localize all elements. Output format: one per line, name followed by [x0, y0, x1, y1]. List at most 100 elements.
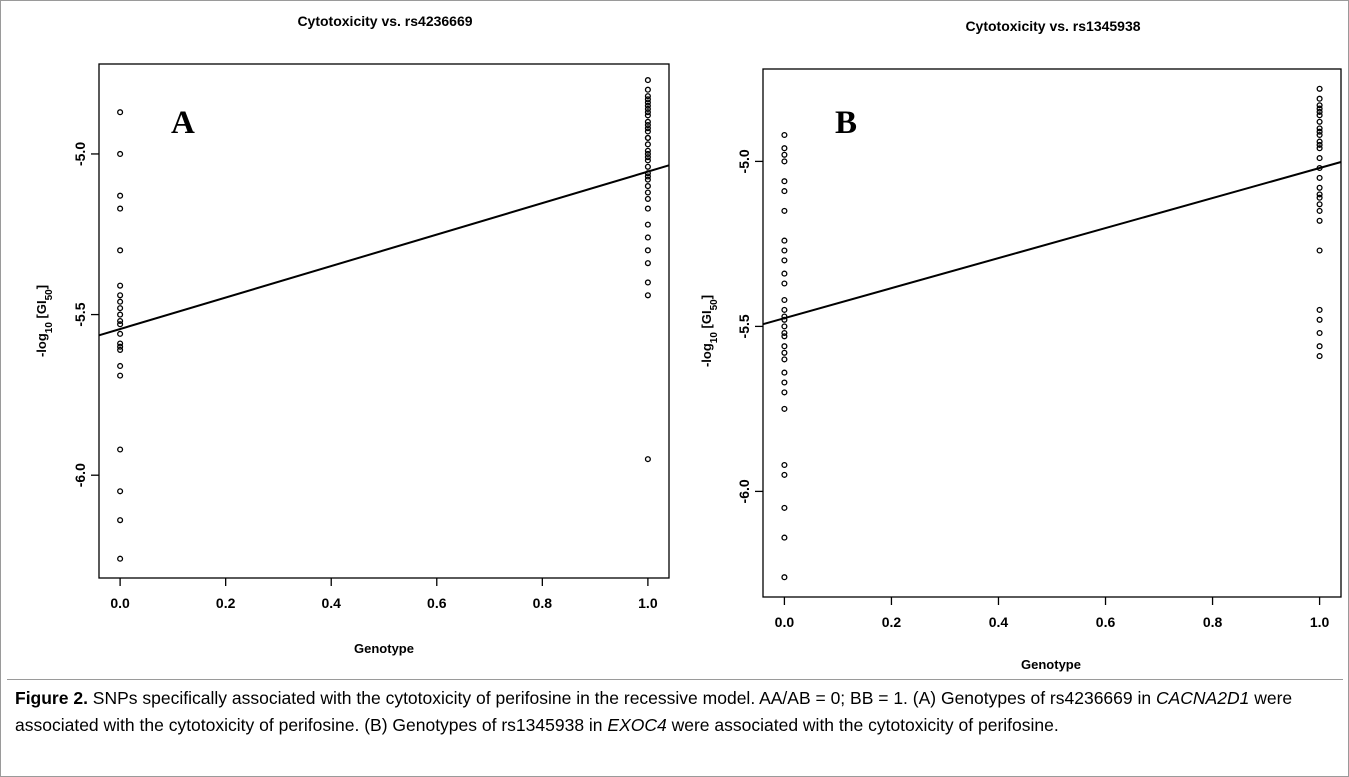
- data-point: [1316, 343, 1323, 350]
- caption-text: were associated with the cytotoxicity of…: [15, 688, 1293, 735]
- x-tick-label: 0.4: [989, 614, 1009, 630]
- y-tick-label: -5.5: [72, 302, 88, 326]
- data-point: [1316, 131, 1323, 139]
- data-point: [1316, 201, 1323, 208]
- data-point: [117, 321, 124, 328]
- data-point: [117, 305, 124, 312]
- x-tick-label: 0.0: [775, 614, 795, 630]
- data-point: [117, 317, 124, 325]
- data-point: [117, 292, 124, 299]
- data-point: [781, 237, 788, 244]
- data-point: [1316, 353, 1323, 360]
- data-points: [781, 85, 1323, 581]
- data-point: [117, 555, 124, 562]
- data-point: [781, 257, 788, 264]
- x-tick-label: 1.0: [1310, 614, 1330, 630]
- data-point: [1316, 85, 1323, 92]
- data-point: [117, 488, 124, 495]
- data-point: [781, 329, 788, 337]
- x-tick-label: 0.6: [427, 595, 447, 611]
- chart-panel-a: Cytotoxicity vs. rs4236669 A 0.0 0.2 0.4 0.…: [34, 13, 670, 656]
- y-tick-label: -6.0: [736, 479, 752, 503]
- data-point: [1316, 164, 1323, 172]
- data-point: [117, 282, 124, 289]
- data-point: [781, 306, 788, 313]
- data-point: [644, 154, 651, 161]
- chart-panel-b: Cytotoxicity vs. rs1345938 B 0.0 0.2 0.4 0.…: [699, 18, 1342, 672]
- data-point: [1316, 138, 1323, 145]
- data-point: [117, 298, 124, 305]
- data-point: [117, 362, 124, 370]
- data-point: [644, 150, 651, 158]
- data-point: [644, 247, 651, 254]
- data-point: [117, 205, 124, 212]
- data-point: [644, 195, 651, 202]
- data-point: [1316, 141, 1323, 148]
- x-tick-label: 0.0: [110, 595, 130, 611]
- data-point: [1316, 247, 1323, 254]
- y-tick-label: -5.5: [736, 314, 752, 338]
- data-point: [781, 333, 788, 340]
- data-point: [1316, 108, 1323, 115]
- y-axis: -6.0 -5.5 -5.0: [72, 142, 99, 487]
- data-point: [644, 163, 651, 170]
- caption-divider: [7, 679, 1343, 680]
- data-point: [117, 343, 124, 350]
- data-point: [1316, 155, 1323, 162]
- data-point: [781, 207, 788, 214]
- data-point: [1316, 95, 1323, 102]
- data-point: [644, 176, 651, 183]
- data-point: [117, 192, 124, 199]
- data-point: [781, 316, 788, 323]
- data-point: [781, 405, 788, 412]
- data-point: [644, 173, 651, 180]
- data-point: [781, 349, 788, 356]
- data-point: [644, 96, 651, 103]
- data-point: [1316, 207, 1323, 214]
- x-tick-label: 0.2: [216, 595, 236, 611]
- figure-caption: Figure 2. SNPs specifically associated w…: [15, 685, 1335, 738]
- data-point: [117, 346, 124, 353]
- data-point: [644, 141, 651, 148]
- data-point: [117, 311, 124, 318]
- data-point: [1316, 125, 1323, 132]
- data-point: [781, 313, 788, 320]
- data-point: [781, 534, 788, 541]
- data-point: [1316, 105, 1323, 112]
- caption-gene-name: EXOC4: [607, 714, 667, 735]
- data-point: [781, 270, 788, 277]
- caption-text: were associated with the cytotoxicity of…: [666, 714, 1059, 735]
- data-point: [644, 260, 651, 267]
- data-point: [1316, 184, 1323, 191]
- x-axis: 0.0 0.2 0.4 0.6 0.8 1.0: [775, 597, 1330, 630]
- caption-text: SNPs specifically associated with the cy…: [87, 688, 1156, 708]
- caption-gene-name: CACNA2D1: [1155, 688, 1250, 708]
- data-point: [644, 125, 651, 132]
- data-point: [644, 134, 651, 141]
- data-point: [644, 86, 651, 93]
- chart-title: Cytotoxicity vs. rs4236669: [297, 13, 472, 29]
- data-point: [117, 340, 124, 347]
- data-point: [644, 189, 651, 196]
- plot-area: [762, 68, 1342, 598]
- data-point: [644, 93, 651, 100]
- data-point: [1316, 329, 1323, 337]
- x-tick-label: 0.2: [882, 614, 902, 630]
- data-point: [117, 330, 124, 337]
- data-point: [644, 170, 651, 177]
- data-point: [781, 389, 788, 396]
- data-point: [1316, 118, 1323, 125]
- data-point: [781, 356, 788, 363]
- data-point: [1316, 145, 1323, 152]
- chart-title: Cytotoxicity vs. rs1345938: [965, 18, 1140, 34]
- data-point: [644, 456, 651, 463]
- data-point: [781, 379, 788, 386]
- data-point: [781, 504, 788, 511]
- data-point: [1316, 102, 1323, 109]
- data-point: [644, 128, 651, 135]
- caption-label: Figure 2.: [15, 688, 88, 708]
- data-point: [644, 99, 651, 106]
- data-point: [644, 102, 651, 109]
- data-point: [781, 369, 788, 376]
